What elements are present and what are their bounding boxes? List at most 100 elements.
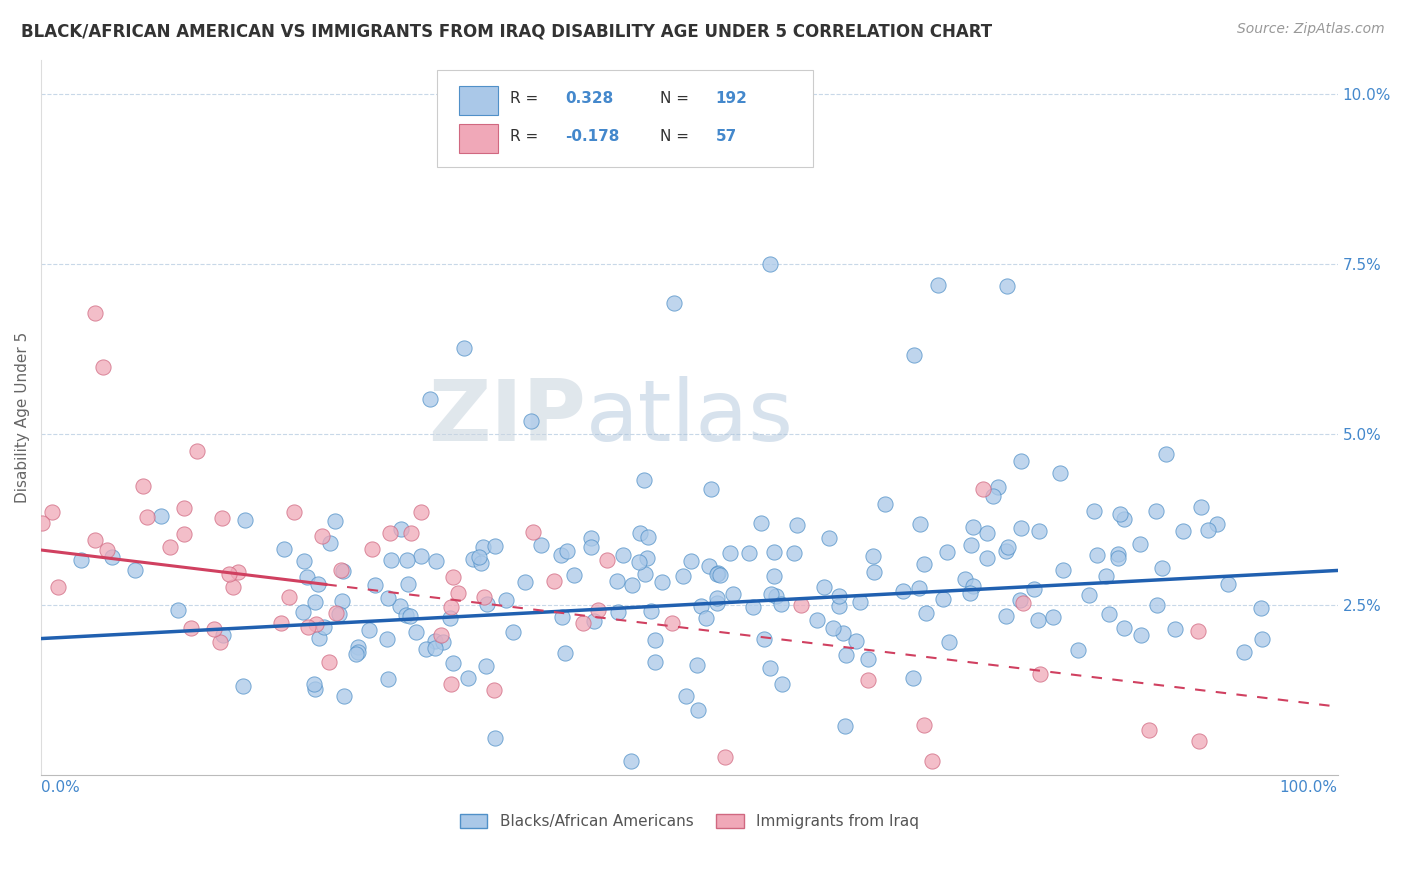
Point <box>305 617 328 632</box>
Point <box>997 541 1019 555</box>
Point <box>318 655 340 669</box>
Point <box>415 642 437 657</box>
Point <box>218 567 240 582</box>
Point <box>596 553 619 567</box>
Point <box>394 608 416 623</box>
Point <box>543 574 565 588</box>
Point <box>582 614 605 628</box>
Point <box>962 579 984 593</box>
Point <box>915 606 938 620</box>
Point <box>167 603 190 617</box>
Point <box>482 683 505 698</box>
Point <box>828 599 851 614</box>
Point <box>628 525 651 540</box>
Point <box>862 549 884 563</box>
Text: BLACK/AFRICAN AMERICAN VS IMMIGRANTS FROM IRAQ DISABILITY AGE UNDER 5 CORRELATIO: BLACK/AFRICAN AMERICAN VS IMMIGRANTS FRO… <box>21 22 993 40</box>
Point <box>845 634 868 648</box>
Point <box>423 634 446 648</box>
Point <box>932 591 955 606</box>
Point <box>159 540 181 554</box>
Point <box>873 497 896 511</box>
Point <box>606 574 628 588</box>
Point <box>344 648 367 662</box>
Point <box>31 516 53 530</box>
Point <box>1028 613 1050 627</box>
Point <box>389 599 412 613</box>
Point <box>675 690 697 704</box>
Point <box>470 557 492 571</box>
Point <box>1250 600 1272 615</box>
Point <box>976 526 998 541</box>
Point <box>1233 645 1256 659</box>
Point <box>863 565 886 579</box>
Point <box>1029 667 1052 681</box>
Point <box>364 577 387 591</box>
Point <box>472 590 495 604</box>
Text: N =: N = <box>659 92 693 106</box>
Point <box>101 549 124 564</box>
Point <box>759 587 782 601</box>
Point <box>173 526 195 541</box>
Point <box>912 718 935 732</box>
Point <box>995 279 1018 293</box>
Point <box>409 505 432 519</box>
Point <box>1164 622 1187 636</box>
Point <box>633 566 655 581</box>
Point <box>1098 607 1121 622</box>
Point <box>1028 524 1050 539</box>
Point <box>1067 642 1090 657</box>
Point <box>644 633 666 648</box>
Point <box>1010 520 1032 534</box>
Point <box>848 595 870 609</box>
Point <box>742 600 765 615</box>
Point <box>695 611 717 625</box>
Point <box>311 529 333 543</box>
Point <box>440 677 463 691</box>
Point <box>789 598 811 612</box>
Point <box>278 590 301 604</box>
Point <box>763 569 786 583</box>
Point <box>295 570 318 584</box>
Point <box>401 525 423 540</box>
Point <box>202 622 225 636</box>
Point <box>721 587 744 601</box>
Point <box>821 621 844 635</box>
Text: 100.0%: 100.0% <box>1279 780 1337 795</box>
Point <box>432 635 454 649</box>
Point <box>132 479 155 493</box>
Point <box>312 620 335 634</box>
Point <box>377 673 399 687</box>
Point <box>1083 504 1105 518</box>
Point <box>700 482 723 496</box>
Point <box>637 530 659 544</box>
Point <box>1042 609 1064 624</box>
Point <box>378 525 401 540</box>
Point <box>346 640 368 655</box>
Point <box>1154 446 1177 460</box>
Point <box>441 657 464 671</box>
Point <box>333 690 356 704</box>
Point <box>377 591 399 606</box>
Point <box>786 517 808 532</box>
Point <box>762 544 785 558</box>
Point <box>908 582 931 596</box>
Point <box>661 615 683 630</box>
Point <box>332 594 354 608</box>
Point <box>425 554 447 568</box>
Point <box>270 616 292 631</box>
Point <box>769 597 792 611</box>
Point <box>1187 624 1209 638</box>
Point <box>136 510 159 524</box>
Point <box>1107 551 1129 566</box>
Point <box>662 296 685 310</box>
Point <box>912 557 935 571</box>
Point <box>636 550 658 565</box>
Point <box>713 750 735 764</box>
Point <box>962 519 984 533</box>
Point <box>347 645 370 659</box>
Point <box>828 589 851 603</box>
Point <box>987 480 1010 494</box>
Point <box>291 605 314 619</box>
Point <box>360 542 382 557</box>
Point <box>441 570 464 584</box>
